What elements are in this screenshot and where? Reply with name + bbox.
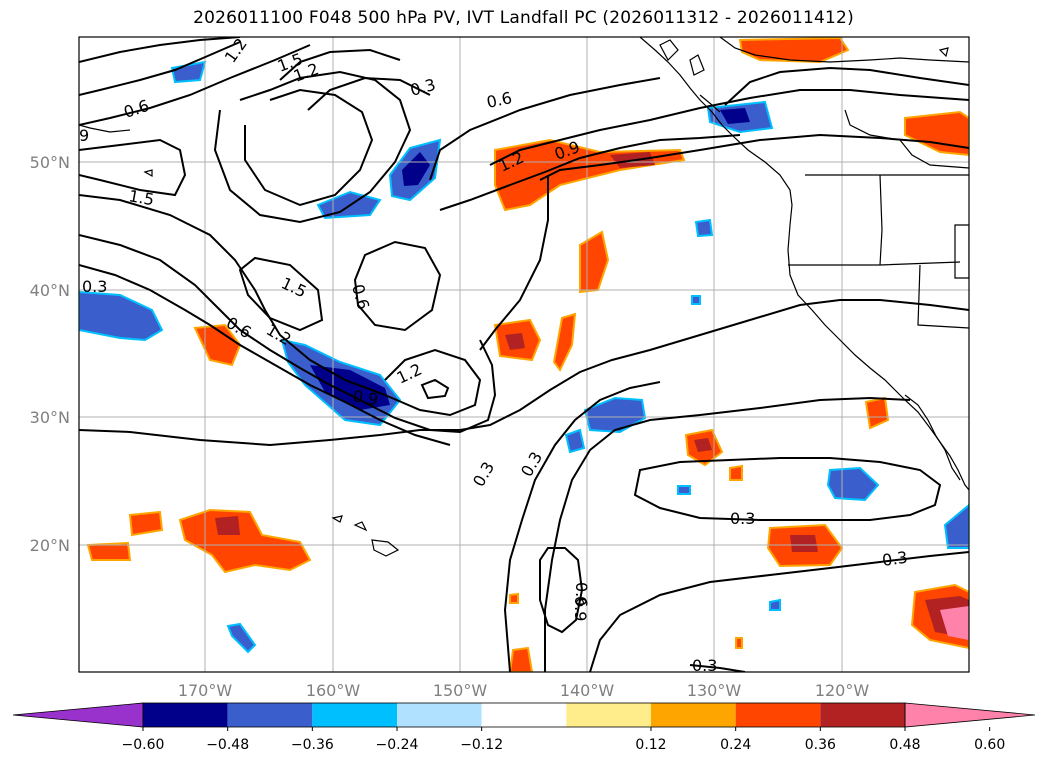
colorbar-segment <box>143 703 228 727</box>
colorbar-segment <box>481 703 567 727</box>
anomaly-blob <box>128 510 164 537</box>
svg-text:0.6: 0.6 <box>572 582 591 607</box>
colorbar-segment <box>735 703 821 727</box>
map-title: 2026011100 F048 500 hPa PV, IVT Landfall… <box>193 8 854 28</box>
anomaly-blob <box>677 485 691 495</box>
longitude-labels: 170°W 160°W 150°W 140°W 130°W 120°W <box>178 681 870 700</box>
coastlines <box>79 37 969 557</box>
colorbar-segments <box>12 702 1036 728</box>
colorbar-tick-label: 0.36 <box>805 737 836 753</box>
colorbar-segment <box>651 703 736 727</box>
anomaly-blob <box>940 606 969 640</box>
anomaly-blob <box>729 464 743 481</box>
colorbar-segment <box>397 703 482 727</box>
anomaly-blob <box>720 108 750 124</box>
colorbar-tick-label: 0.12 <box>635 737 666 753</box>
colorbar-segment <box>227 703 313 727</box>
anomaly-blob <box>826 466 880 502</box>
lat-label: 40°N <box>30 281 70 300</box>
lon-label: 170°W <box>178 681 233 700</box>
svg-text:0.3: 0.3 <box>692 656 717 675</box>
colorbar-tick-label: −0.48 <box>206 737 249 753</box>
lon-label: 130°W <box>687 681 742 700</box>
lon-label: 120°W <box>815 681 870 700</box>
anomaly-blob <box>552 312 577 372</box>
anomaly-blob <box>310 365 390 410</box>
colorbar-extend-min <box>12 702 144 728</box>
lat-label: 30°N <box>30 408 70 427</box>
anomaly-blob <box>215 516 240 535</box>
svg-text:1.5: 1.5 <box>127 186 155 209</box>
anomaly-blob <box>402 152 430 186</box>
anomaly-blob <box>564 428 586 454</box>
colorbar: −0.60 −0.48 −0.36 −0.24 −0.12 0.12 0.24 0.36 0.4… <box>12 702 1036 753</box>
svg-text:0.9: 0.9 <box>571 596 590 621</box>
anomaly-blob <box>735 637 743 649</box>
lon-label: 140°W <box>560 681 615 700</box>
anomaly-blob <box>86 541 132 561</box>
pv-contours <box>79 37 969 672</box>
svg-text:0.6: 0.6 <box>485 88 514 112</box>
colorbar-segment <box>566 703 651 727</box>
anomaly-blob <box>583 396 647 434</box>
colorbar-extend-max <box>904 702 1036 728</box>
anomaly-blob <box>943 503 969 549</box>
svg-text:0.9: 0.9 <box>351 386 379 409</box>
colorbar-tick-label: −0.60 <box>122 737 165 753</box>
svg-text:0.3: 0.3 <box>730 509 755 528</box>
map-frame <box>78 36 970 673</box>
svg-text:0.3: 0.3 <box>82 277 107 296</box>
anomaly-blob <box>79 290 164 342</box>
anomaly-blob <box>691 295 701 305</box>
anomaly-blob <box>508 646 534 672</box>
anomaly-blob <box>505 333 525 350</box>
latitude-labels: 50°N 40°N 30°N 20°N <box>30 153 70 555</box>
colorbar-tick-label: 0.60 <box>974 737 1005 753</box>
anomaly-blob <box>694 218 714 238</box>
colorbar-tick-label: 0.24 <box>720 737 751 753</box>
lon-label: 160°W <box>306 681 361 700</box>
anomaly-blob <box>694 438 712 452</box>
svg-text:9: 9 <box>79 126 89 145</box>
anomaly-blob <box>769 598 781 611</box>
negative-anomaly-regions <box>79 60 969 654</box>
anomaly-blob <box>226 622 257 654</box>
lat-label: 50°N <box>30 153 70 172</box>
colorbar-outline <box>142 702 906 728</box>
colorbar-segment <box>820 703 905 727</box>
anomaly-blob <box>790 535 818 552</box>
anomaly-blob <box>904 110 969 157</box>
colorbar-labels: −0.60 −0.48 −0.36 −0.24 −0.12 0.12 0.24 0.36 0.4… <box>122 727 1005 753</box>
lat-label: 20°N <box>30 536 70 555</box>
colorbar-tick-label: −0.36 <box>291 737 334 753</box>
svg-text:0.3: 0.3 <box>881 548 909 570</box>
colorbar-tick-label: 0.48 <box>889 737 920 753</box>
anomaly-blob <box>509 592 519 604</box>
colorbar-tick-label: −0.12 <box>460 737 503 753</box>
anomaly-blob <box>178 508 312 574</box>
anomaly-blob <box>193 323 242 367</box>
colorbar-segment <box>312 703 397 727</box>
lon-label: 150°W <box>433 681 488 700</box>
colorbar-tick-label: −0.24 <box>376 737 419 753</box>
